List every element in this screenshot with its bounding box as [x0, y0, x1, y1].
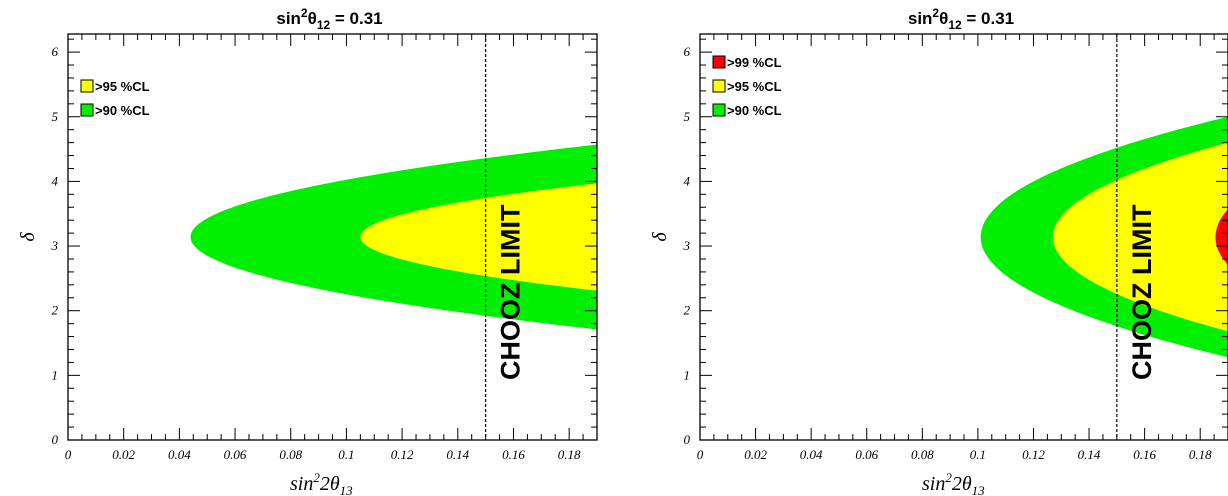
- contour-regions: [980, 116, 1228, 358]
- y-tick-label: 2: [684, 303, 691, 318]
- x-tick-label: 0.1: [338, 447, 354, 462]
- legend-swatch: [80, 79, 94, 93]
- y-tick-label: 4: [684, 173, 691, 188]
- chooz-limit-label: CHOOZ LIMIT: [496, 204, 526, 380]
- x-tick-label: 0.12: [1022, 447, 1045, 462]
- legend-swatch: [712, 55, 726, 69]
- y-tick-label: 0: [52, 432, 59, 447]
- x-tick-label: 0.02: [112, 447, 135, 462]
- legend-swatch: [80, 103, 94, 117]
- x-tick-label: 0.08: [911, 447, 934, 462]
- y-tick-label: 1: [52, 367, 59, 382]
- y-tick-label: 3: [51, 238, 59, 253]
- y-tick-label: 2: [52, 303, 59, 318]
- x-tick-label: 0.04: [800, 447, 823, 462]
- x-tick-label: 0.1: [970, 447, 986, 462]
- region-3: [1215, 209, 1228, 265]
- y-tick-label: 3: [683, 238, 691, 253]
- x-tick-label: 0: [65, 447, 72, 462]
- legend-label: >95 %CL: [727, 79, 782, 94]
- y-axis-label: δ: [17, 232, 39, 242]
- y-tick-label: 6: [684, 44, 691, 59]
- x-axis-label: sin22θ13: [290, 470, 353, 496]
- x-tick-label: 0.14: [446, 447, 469, 462]
- region-2: [360, 183, 597, 291]
- x-tick-label: 0: [697, 447, 704, 462]
- x-tick-label: 0.16: [1133, 447, 1156, 462]
- x-tick-label: 0.08: [279, 447, 302, 462]
- legend: >99 %CL >95 %CL >90 %CL: [712, 55, 782, 118]
- legend: >95 %CL >90 %CL: [80, 79, 150, 118]
- legend-swatch: [712, 79, 726, 93]
- y-tick-label: 5: [684, 109, 691, 124]
- chooz-limit-label: CHOOZ LIMIT: [1127, 204, 1157, 380]
- x-tick-label: 0.06: [224, 447, 247, 462]
- y-tick-label: 5: [52, 109, 59, 124]
- contour-regions: [190, 144, 597, 330]
- chart-panel-1: CHOOZ LIMIT 0 0.02 0.04 0.06 0.08 0.1 0.12 0.14 0…: [17, 6, 598, 496]
- y-tick-label: 4: [52, 173, 59, 188]
- region-2: [1052, 142, 1228, 332]
- x-tick-label: 0.06: [855, 447, 878, 462]
- x-tick-label: 0.16: [502, 447, 525, 462]
- x-tick-label: 0.02: [744, 447, 767, 462]
- x-tick-label: 0.04: [168, 447, 191, 462]
- legend-label: >90 %CL: [727, 103, 782, 118]
- legend-swatch: [712, 103, 726, 117]
- x-tick-label: 0.14: [1078, 447, 1101, 462]
- x-axis-label: sin22θ13: [922, 470, 985, 496]
- x-tick-label: 0.18: [1189, 447, 1212, 462]
- chart-title: sin2θ12 = 0.31: [276, 6, 382, 32]
- legend-label: >95 %CL: [95, 79, 150, 94]
- y-tick-label: 0: [684, 432, 691, 447]
- legend-label: >90 %CL: [95, 103, 150, 118]
- x-tick-label: 0.18: [558, 447, 581, 462]
- y-axis-label: δ: [649, 232, 671, 242]
- chart-panel-2: CHOOZ LIMIT 0 0.02 0.04 0.06 0.08 0.1 0.12 0.14 0…: [649, 6, 1228, 496]
- legend-label: >99 %CL: [727, 55, 782, 70]
- y-tick-label: 1: [684, 367, 691, 382]
- x-tick-label: 0.12: [391, 447, 414, 462]
- chart-title: sin2θ12 = 0.31: [908, 6, 1014, 32]
- y-tick-label: 6: [52, 44, 59, 59]
